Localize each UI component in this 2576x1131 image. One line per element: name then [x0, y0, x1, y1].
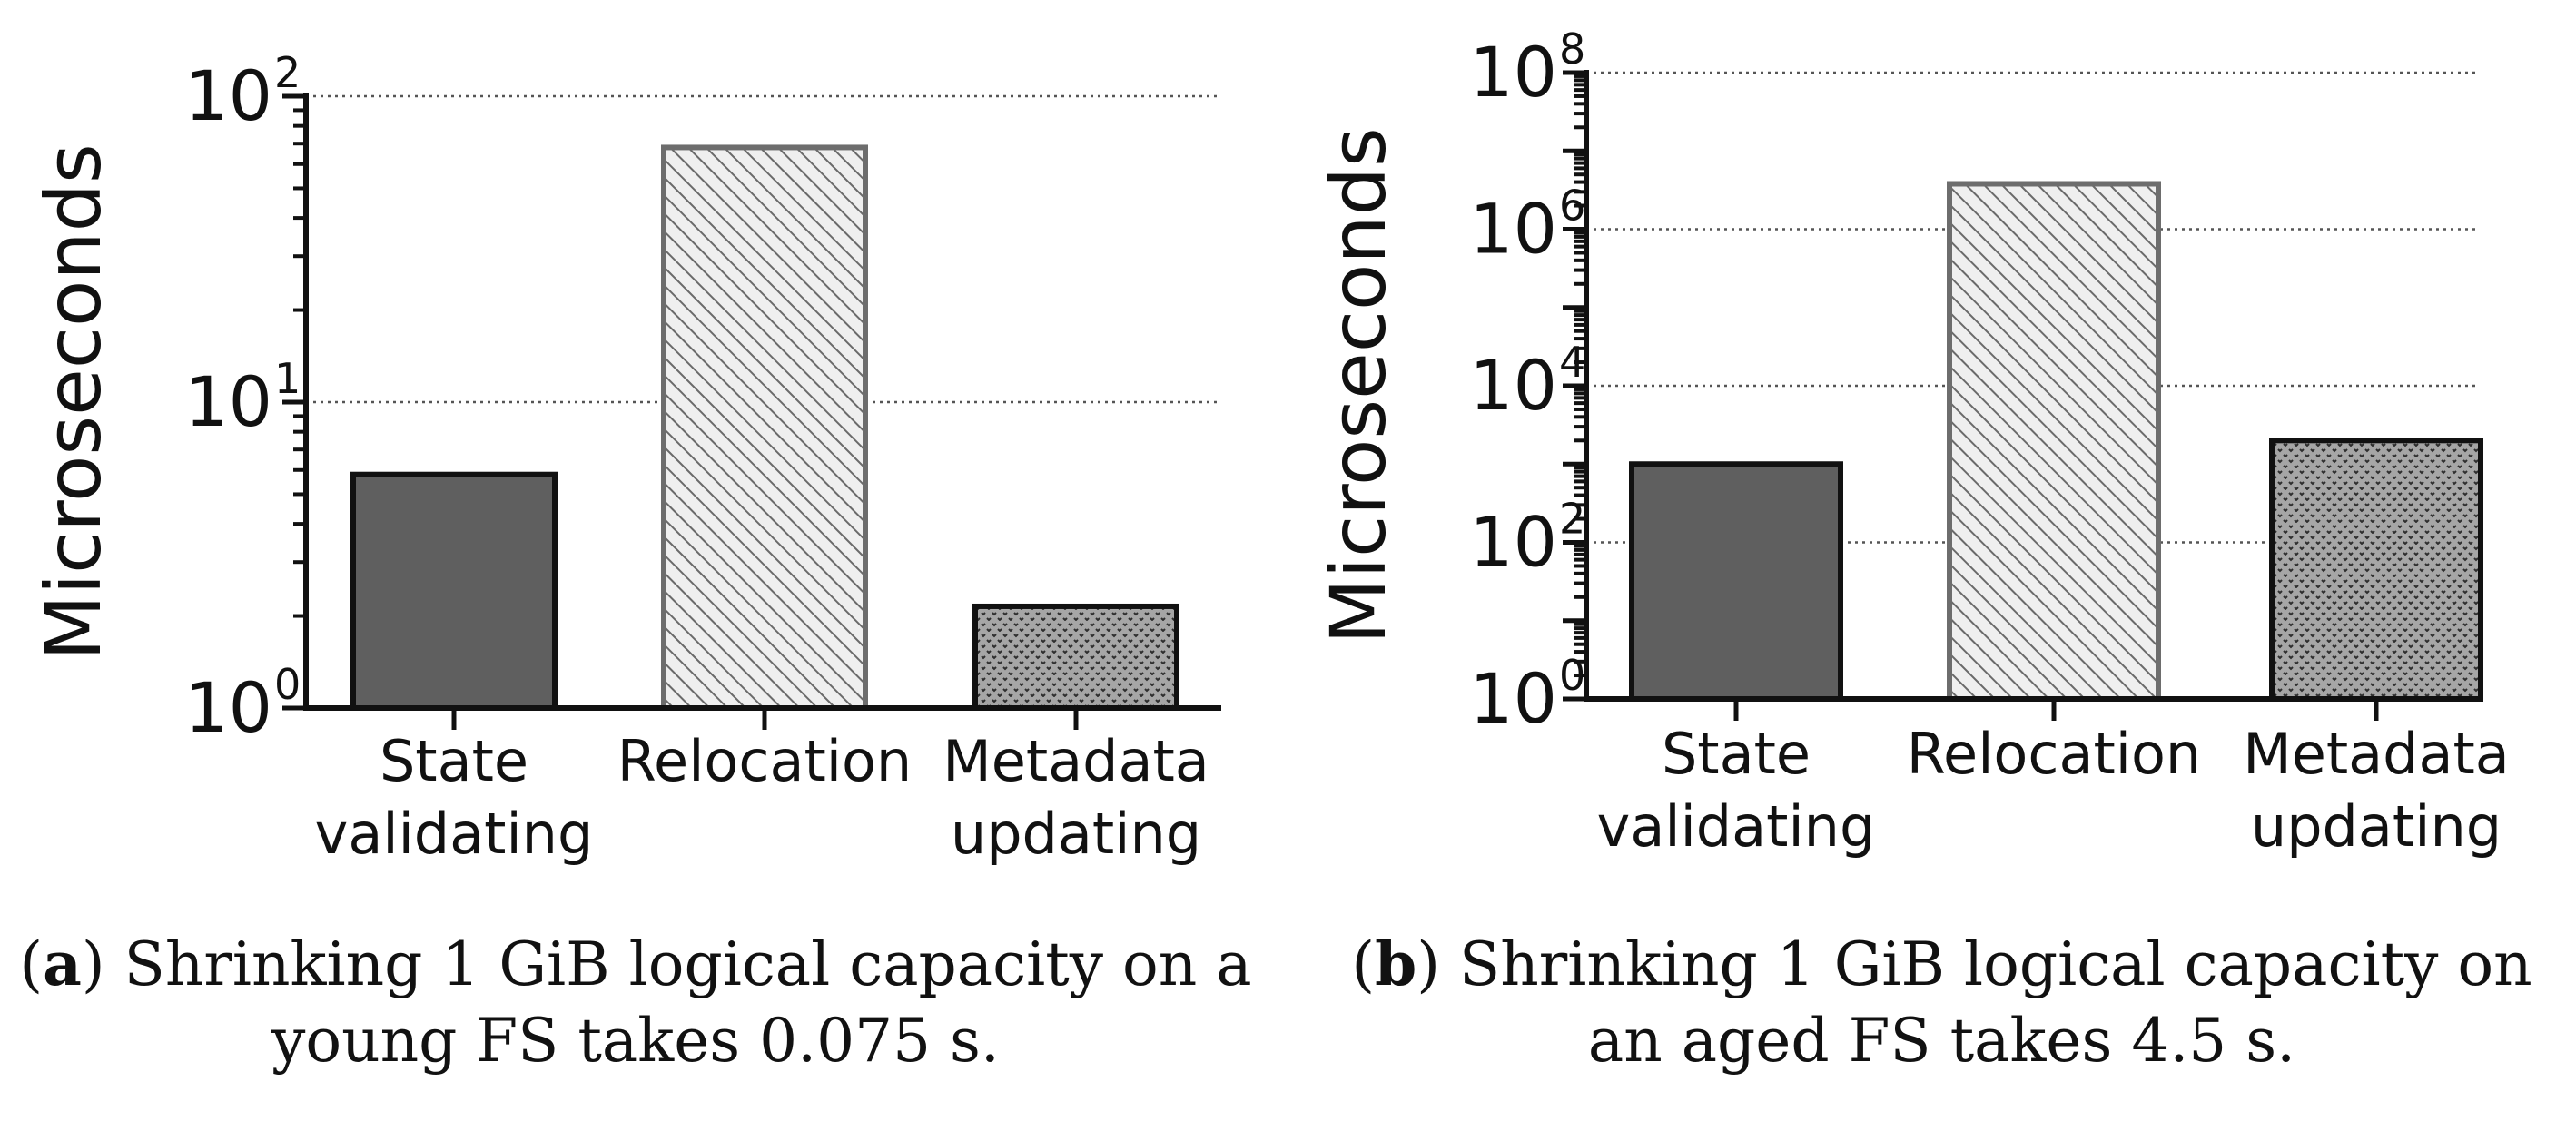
caption-a-label: a	[43, 929, 82, 999]
x-tick-label-a-2-1: updating	[951, 801, 1201, 867]
y-axis-title-b: Microseconds	[1314, 127, 1403, 644]
y-tick-exp-a-0: 0	[274, 660, 301, 709]
x-tick-label-b-0-1: validating	[1597, 793, 1876, 860]
y-tick-label-a-0: 10	[184, 667, 272, 748]
y-tick-label-b-1: 10	[1469, 502, 1557, 583]
y-tick-label-b-3: 10	[1469, 189, 1557, 270]
bar-b-1	[1947, 181, 2161, 703]
x-tick-label-a-1-0: Relocation	[617, 728, 912, 794]
x-tick-label-b-0-0: State	[1662, 721, 1811, 787]
y-tick-exp-b-3: 6	[1559, 182, 1585, 231]
caption-b-text: Shrinking 1 GiB logical capacity on an a…	[1459, 929, 2532, 1076]
bar-b-2	[2269, 438, 2483, 702]
y-tick-label-b-4: 10	[1469, 32, 1557, 113]
y-tick-exp-a-2: 2	[274, 48, 301, 97]
x-tick-label-b-1-0: Relocation	[1907, 721, 2201, 787]
y-tick-exp-b-2: 4	[1559, 338, 1585, 387]
caption-b-label: b	[1375, 929, 1417, 999]
y-tick-exp-b-1: 2	[1559, 495, 1585, 544]
bar-a-2	[972, 603, 1179, 712]
bar-a-1	[661, 144, 868, 711]
x-tick-label-a-0-1: validating	[315, 801, 594, 867]
y-tick-exp-b-4: 8	[1559, 25, 1585, 74]
y-tick-label-b-0: 10	[1469, 658, 1557, 739]
y-tick-exp-a-1: 1	[274, 354, 301, 403]
x-tick-label-b-2-1: updating	[2251, 793, 2502, 860]
y-tick-exp-b-0: 0	[1559, 651, 1585, 700]
bar-b-0	[1629, 461, 1843, 702]
bar-a-0	[350, 471, 558, 712]
y-tick-label-a-2: 10	[184, 55, 272, 136]
y-tick-label-b-2: 10	[1469, 345, 1557, 426]
y-tick-label-a-1: 10	[184, 361, 272, 442]
caption-b: (b) Shrinking 1 GiB logical capacity on …	[1351, 929, 2532, 1076]
caption-a-text: Shrinking 1 GiB logical capacity on a yo…	[123, 929, 1252, 1076]
y-axis-title-a: Microseconds	[29, 143, 118, 660]
x-tick-label-a-0-0: State	[380, 728, 528, 794]
x-tick-label-a-2-0: Metadata	[943, 728, 1209, 794]
caption-a: (a) Shrinking 1 GiB logical capacity on …	[19, 929, 1252, 1076]
x-tick-label-b-2-0: Metadata	[2243, 721, 2510, 787]
